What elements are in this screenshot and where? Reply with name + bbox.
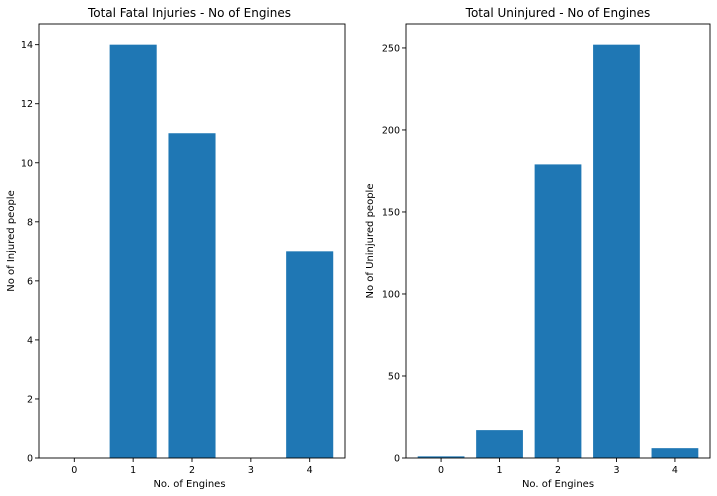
fatal-chart-y-ticks: 0 2 4 6 8 10 12 14 xyxy=(21,40,39,465)
uninjured-chart-bar-4 xyxy=(651,448,699,458)
fatal-chart-bar-4 xyxy=(286,251,334,458)
uninjured-chart-frame xyxy=(405,23,711,459)
fatal-chart-x-axis-label: No. of Engines xyxy=(153,479,225,490)
uninjured-chart-x-tick-label-4: 4 xyxy=(672,465,678,476)
fatal-chart-y-tick-label-8: 8 xyxy=(27,217,33,228)
fatal-chart-x-tick-label-4: 4 xyxy=(307,465,313,476)
fatal-chart-y-tick-label-10: 10 xyxy=(21,158,33,169)
fatal-chart-x-ticks: 0 1 2 3 4 xyxy=(71,458,313,476)
uninjured-chart-y-tick-label-50: 50 xyxy=(388,371,400,382)
uninjured-chart-x-tick-label-1: 1 xyxy=(497,465,503,476)
fatal-chart-x-tick-label-3: 3 xyxy=(248,465,254,476)
uninjured-chart-y-ticks: 0 50 100 150 200 250 xyxy=(382,43,406,465)
uninjured-chart-x-ticks: 0 1 2 3 4 xyxy=(438,458,678,476)
fatal-chart-bars xyxy=(109,44,334,459)
uninjured-chart-title: Total Uninjured - No of Engines xyxy=(465,6,651,20)
fatal-chart-y-tick-label-6: 6 xyxy=(27,276,33,287)
uninjured-chart-bar-1 xyxy=(476,430,523,458)
uninjured-chart-y-tick-label-100: 100 xyxy=(382,289,400,300)
uninjured-chart-y-tick-label-150: 150 xyxy=(382,207,400,218)
uninjured-chart-bar-0 xyxy=(417,456,465,458)
fatal-chart-x-tick-label-2: 2 xyxy=(189,465,195,476)
uninjured-chart-x-tick-label-0: 0 xyxy=(438,465,444,476)
uninjured-chart-bar-2 xyxy=(534,164,582,458)
uninjured-chart-y-tick-label-250: 250 xyxy=(382,43,400,54)
uninjured-chart-bars xyxy=(417,44,699,459)
uninjured-chart-x-tick-label-2: 2 xyxy=(555,465,561,476)
fatal-chart-y-axis-label: No of Injured people xyxy=(6,190,17,291)
uninjured-chart-x-tick-label-3: 3 xyxy=(613,465,619,476)
fatal-chart-bar-2 xyxy=(168,133,216,459)
fatal-chart-y-tick-label-2: 2 xyxy=(27,394,33,405)
uninjured-chart: Total Uninjured - No of Engines No. of E… xyxy=(365,6,711,490)
fatal-chart-frame xyxy=(38,23,346,459)
uninjured-chart-y-tick-label-200: 200 xyxy=(382,125,400,136)
fatal-chart-title: Total Fatal Injuries - No of Engines xyxy=(87,6,291,20)
uninjured-chart-y-axis-label: No of Uninjured people xyxy=(365,184,376,299)
fatal-chart-y-tick-label-12: 12 xyxy=(21,99,33,110)
fatal-injuries-chart: Total Fatal Injuries - No of Engines No.… xyxy=(6,6,346,490)
fatal-chart-y-tick-label-0: 0 xyxy=(27,454,33,465)
fatal-chart-y-tick-label-14: 14 xyxy=(21,40,33,51)
fatal-chart-x-tick-label-1: 1 xyxy=(130,465,136,476)
uninjured-chart-x-axis-label: No. of Engines xyxy=(522,479,594,490)
fatal-chart-x-tick-label-0: 0 xyxy=(71,465,77,476)
uninjured-chart-bar-3 xyxy=(593,44,640,459)
uninjured-chart-y-tick-label-0: 0 xyxy=(394,454,400,465)
fatal-chart-bar-1 xyxy=(109,44,157,459)
fatal-chart-y-tick-label-4: 4 xyxy=(27,335,33,346)
